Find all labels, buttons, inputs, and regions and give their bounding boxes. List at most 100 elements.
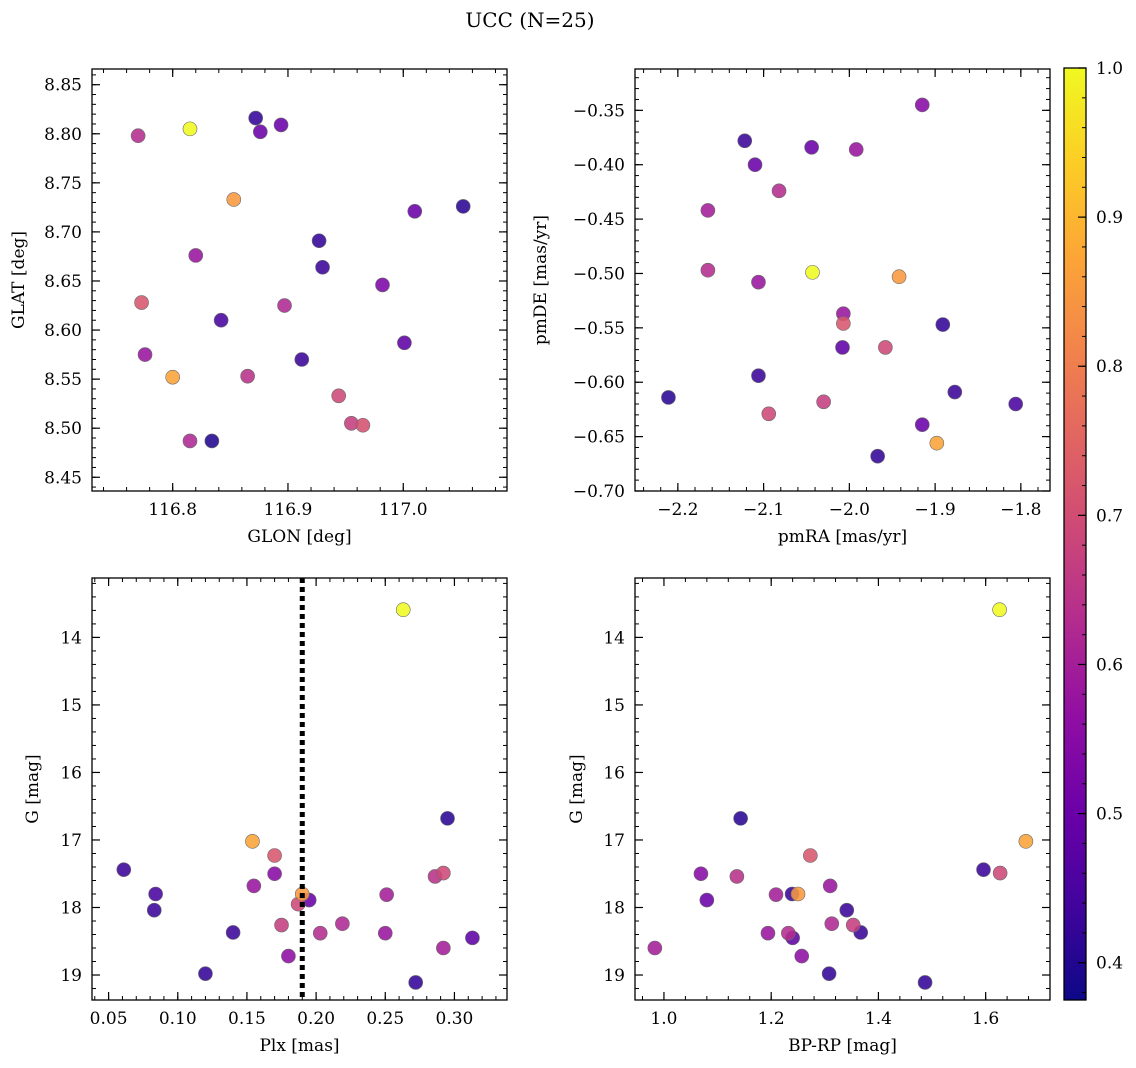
panel-bottom-right: 1.0 1.2 1.4 1.6 14 15 16 17 18 19 BP-RP [mag] G [ma… xyxy=(567,577,1051,1056)
y-tick-label: 17 xyxy=(60,831,82,851)
x-axis-label: pmRA [mas/yr] xyxy=(778,527,907,547)
data-point xyxy=(331,388,346,404)
data-point xyxy=(1018,834,1034,849)
data-point xyxy=(935,317,951,332)
data-point xyxy=(455,199,471,214)
data-point xyxy=(248,110,263,126)
y-tick-label: 8.45 xyxy=(44,468,82,488)
y-tick-label: −0.55 xyxy=(573,319,625,339)
data-point xyxy=(870,448,885,464)
data-point xyxy=(137,347,153,362)
y-tick-label: −0.35 xyxy=(573,101,625,121)
data-point xyxy=(116,862,132,877)
data-point xyxy=(729,869,745,884)
y-tick-label: 18 xyxy=(60,898,82,918)
data-point xyxy=(213,312,229,328)
data-point xyxy=(312,925,328,941)
data-point xyxy=(747,157,763,173)
figure-title: UCC (N=25) xyxy=(465,8,594,32)
x-tick-label: 0.30 xyxy=(436,1009,474,1029)
x-tick-label: 116.9 xyxy=(264,500,313,520)
data-point xyxy=(355,417,371,433)
x-tick-label: 0.25 xyxy=(366,1009,404,1029)
y-tick-label: 8.80 xyxy=(44,125,82,145)
y-axis-label: G [mag] xyxy=(567,754,587,823)
data-point xyxy=(335,916,350,932)
data-point xyxy=(768,887,784,902)
colorbar-gradient xyxy=(1064,68,1086,1000)
data-point xyxy=(790,886,806,902)
data-point xyxy=(700,203,716,218)
data-point xyxy=(760,925,776,941)
x-axis-label: BP-RP [mag] xyxy=(788,1036,897,1056)
data-point xyxy=(914,97,930,113)
data-point xyxy=(805,265,820,280)
colorbar-tick-label: 0.5 xyxy=(1096,805,1123,825)
colorbar: 0.4 0.5 0.6 0.7 0.8 0.9 1.0 xyxy=(1063,59,1123,1001)
y-tick-label: −0.65 xyxy=(573,428,625,448)
y-axis-label: G [mag] xyxy=(23,754,43,823)
data-point xyxy=(821,966,837,981)
data-point xyxy=(267,866,282,882)
data-point xyxy=(914,417,930,432)
data-point xyxy=(375,277,390,293)
data-point xyxy=(693,866,709,882)
data-point xyxy=(751,274,766,290)
data-point xyxy=(397,335,412,351)
data-point xyxy=(245,834,260,849)
data-point xyxy=(407,204,423,219)
y-tick-label: 14 xyxy=(60,628,82,648)
data-point xyxy=(803,848,818,863)
x-tick-label: −1.9 xyxy=(914,500,955,520)
y-tick-label: 19 xyxy=(60,966,82,986)
y-tick-label: −0.40 xyxy=(573,156,625,176)
data-point xyxy=(130,128,146,144)
data-point xyxy=(436,865,451,881)
data-point xyxy=(1008,396,1024,412)
data-point xyxy=(226,192,242,207)
data-point xyxy=(891,269,907,285)
data-point xyxy=(878,340,893,355)
y-tick-label: −0.45 xyxy=(573,210,625,230)
x-tick-label: −1.8 xyxy=(1000,500,1041,520)
y-tick-label: 19 xyxy=(603,966,625,986)
x-tick-label: 1.6 xyxy=(972,1009,999,1029)
colorbar-tick-label: 0.4 xyxy=(1096,954,1123,974)
data-point xyxy=(377,925,393,941)
axes-frame xyxy=(91,577,508,1001)
data-point xyxy=(917,975,933,990)
y-tick-label: 8.85 xyxy=(44,76,82,96)
data-point xyxy=(822,878,838,894)
data-point xyxy=(836,316,851,331)
y-tick-label: 8.70 xyxy=(44,223,82,243)
x-tick-label: 0.05 xyxy=(90,1009,128,1029)
data-point xyxy=(848,142,864,157)
data-point xyxy=(947,384,963,400)
data-point xyxy=(311,233,327,249)
data-point xyxy=(976,862,991,877)
data-point xyxy=(794,948,810,964)
panel-bottom-left: 0.05 0.10 0.15 0.20 0.25 0.30 14 15 16 17 18 19 Plx … xyxy=(23,577,508,1056)
axes-frame xyxy=(634,68,1051,492)
colorbar-tick-label: 0.7 xyxy=(1096,506,1123,526)
data-point xyxy=(465,930,480,946)
y-tick-label: 15 xyxy=(60,696,82,716)
data-point xyxy=(246,878,262,894)
data-point xyxy=(771,183,787,199)
data-point xyxy=(737,133,753,149)
y-tick-label: −0.70 xyxy=(573,482,625,502)
x-axis-label: GLON [deg] xyxy=(247,527,351,547)
y-tick-label: 8.65 xyxy=(44,272,82,292)
data-point xyxy=(379,887,394,902)
data-point xyxy=(188,248,204,263)
data-point xyxy=(204,433,220,449)
x-tick-label: 0.20 xyxy=(297,1009,335,1029)
data-point xyxy=(253,124,268,140)
colorbar-frame xyxy=(1063,67,1087,1001)
x-tick-label: −2.2 xyxy=(657,500,698,520)
data-point xyxy=(700,262,716,278)
x-axis-label: Plx [mas] xyxy=(259,1036,339,1056)
colorbar-tick-label: 1.0 xyxy=(1096,59,1123,79)
data-point xyxy=(835,340,850,355)
colorbar-tick-label: 0.9 xyxy=(1096,208,1123,228)
